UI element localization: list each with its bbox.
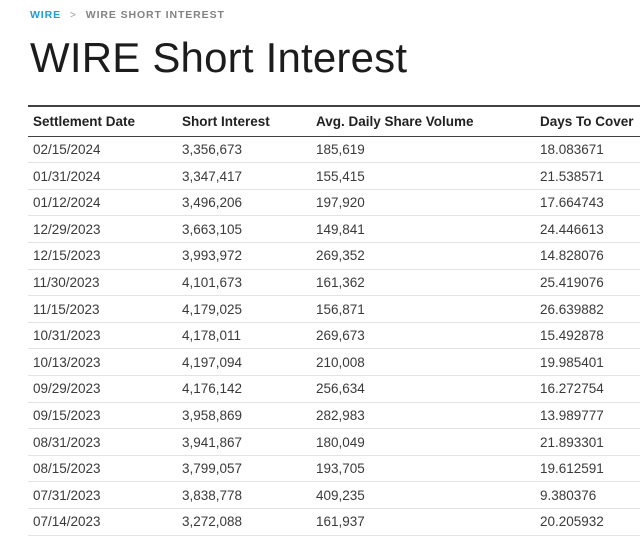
cell-days-to-cover: 17.664743 bbox=[535, 189, 640, 217]
cell-settlement-date: 01/31/2024 bbox=[28, 162, 177, 190]
short-interest-table: Settlement Date Short Interest Avg. Dail… bbox=[28, 105, 640, 536]
table-row: 08/31/2023 3,941,867 180,049 21.893301 bbox=[28, 428, 640, 456]
cell-short-interest: 3,496,206 bbox=[177, 189, 311, 217]
cell-settlement-date: 11/30/2023 bbox=[28, 269, 177, 297]
cell-settlement-date: 01/12/2024 bbox=[28, 189, 177, 217]
cell-short-interest: 4,176,142 bbox=[177, 375, 311, 403]
table-header-row: Settlement Date Short Interest Avg. Dail… bbox=[28, 105, 640, 137]
cell-settlement-date: 08/31/2023 bbox=[28, 428, 177, 456]
table-row: 10/31/2023 4,178,011 269,673 15.492878 bbox=[28, 322, 640, 350]
cell-days-to-cover: 19.612591 bbox=[535, 455, 640, 483]
cell-short-interest: 3,993,972 bbox=[177, 242, 311, 270]
cell-avg-daily-share-volume: 161,362 bbox=[311, 269, 535, 297]
table-row: 12/15/2023 3,993,972 269,352 14.828076 bbox=[28, 242, 640, 270]
cell-days-to-cover: 21.893301 bbox=[535, 428, 640, 456]
cell-settlement-date: 09/15/2023 bbox=[28, 402, 177, 430]
breadcrumb-current: WIRE SHORT INTEREST bbox=[85, 9, 225, 21]
cell-avg-daily-share-volume: 282,983 bbox=[311, 402, 535, 430]
cell-avg-daily-share-volume: 409,235 bbox=[311, 481, 535, 509]
cell-settlement-date: 02/15/2024 bbox=[28, 136, 177, 164]
cell-settlement-date: 11/15/2023 bbox=[28, 295, 177, 323]
cell-avg-daily-share-volume: 155,415 bbox=[311, 162, 535, 190]
table-row: 02/15/2024 3,356,673 185,619 18.083671 bbox=[28, 136, 640, 164]
column-header-avg-daily-share-volume: Avg. Daily Share Volume bbox=[311, 105, 535, 137]
cell-days-to-cover: 9.380376 bbox=[535, 481, 640, 509]
cell-settlement-date: 10/13/2023 bbox=[28, 348, 177, 377]
page-title: WIRE Short Interest bbox=[30, 34, 408, 81]
table-row: 01/31/2024 3,347,417 155,415 21.538571 bbox=[28, 162, 640, 190]
cell-days-to-cover: 14.828076 bbox=[535, 242, 640, 270]
cell-short-interest: 3,799,057 bbox=[177, 455, 311, 483]
table-row: 01/12/2024 3,496,206 197,920 17.664743 bbox=[28, 189, 640, 217]
cell-days-to-cover: 18.083671 bbox=[535, 136, 640, 164]
table-row: 07/14/2023 3,272,088 161,937 20.205932 bbox=[28, 508, 640, 536]
cell-days-to-cover: 13.989777 bbox=[535, 402, 640, 430]
cell-avg-daily-share-volume: 180,049 bbox=[311, 428, 535, 456]
cell-settlement-date: 08/15/2023 bbox=[28, 455, 177, 483]
table-row: 10/13/2023 4,197,094 210,008 19.985401 bbox=[28, 348, 640, 377]
cell-short-interest: 3,663,105 bbox=[177, 215, 311, 244]
cell-avg-daily-share-volume: 269,352 bbox=[311, 242, 535, 270]
cell-short-interest: 3,838,778 bbox=[177, 481, 311, 509]
cell-days-to-cover: 15.492878 bbox=[535, 322, 640, 350]
cell-settlement-date: 12/29/2023 bbox=[28, 215, 177, 244]
cell-avg-daily-share-volume: 149,841 bbox=[311, 215, 535, 244]
cell-short-interest: 3,272,088 bbox=[177, 508, 311, 536]
cell-short-interest: 3,941,867 bbox=[177, 428, 311, 456]
table-row: 08/15/2023 3,799,057 193,705 19.612591 bbox=[28, 455, 640, 483]
cell-short-interest: 3,958,869 bbox=[177, 402, 311, 430]
table-row: 11/30/2023 4,101,673 161,362 25.419076 bbox=[28, 269, 640, 297]
cell-short-interest: 4,197,094 bbox=[177, 348, 311, 377]
cell-avg-daily-share-volume: 210,008 bbox=[311, 348, 535, 377]
cell-days-to-cover: 25.419076 bbox=[535, 269, 640, 297]
cell-avg-daily-share-volume: 269,673 bbox=[311, 322, 535, 350]
cell-settlement-date: 10/31/2023 bbox=[28, 322, 177, 350]
cell-avg-daily-share-volume: 197,920 bbox=[311, 189, 535, 217]
table-row: 07/31/2023 3,838,778 409,235 9.380376 bbox=[28, 481, 640, 509]
cell-days-to-cover: 21.538571 bbox=[535, 162, 640, 190]
cell-short-interest: 4,178,011 bbox=[177, 322, 311, 350]
cell-days-to-cover: 24.446613 bbox=[535, 215, 640, 244]
cell-avg-daily-share-volume: 185,619 bbox=[311, 136, 535, 164]
cell-settlement-date: 07/31/2023 bbox=[28, 481, 177, 509]
cell-short-interest: 4,179,025 bbox=[177, 295, 311, 323]
cell-days-to-cover: 16.272754 bbox=[535, 375, 640, 403]
cell-avg-daily-share-volume: 256,634 bbox=[311, 375, 535, 403]
cell-short-interest: 4,101,673 bbox=[177, 269, 311, 297]
table-row: 12/29/2023 3,663,105 149,841 24.446613 bbox=[28, 215, 640, 244]
cell-settlement-date: 07/14/2023 bbox=[28, 508, 177, 536]
column-header-short-interest: Short Interest bbox=[177, 105, 311, 137]
chevron-right-icon: > bbox=[70, 10, 77, 21]
cell-avg-daily-share-volume: 161,937 bbox=[311, 508, 535, 536]
column-header-settlement-date: Settlement Date bbox=[28, 105, 177, 137]
cell-short-interest: 3,356,673 bbox=[177, 136, 311, 164]
table-row: 09/29/2023 4,176,142 256,634 16.272754 bbox=[28, 375, 640, 403]
table-row: 11/15/2023 4,179,025 156,871 26.639882 bbox=[28, 295, 640, 323]
cell-settlement-date: 09/29/2023 bbox=[28, 375, 177, 403]
breadcrumb-link-wire[interactable]: WIRE bbox=[30, 9, 62, 21]
column-header-days-to-cover: Days To Cover bbox=[535, 105, 640, 137]
cell-avg-daily-share-volume: 156,871 bbox=[311, 295, 535, 323]
breadcrumb: WIRE > WIRE SHORT INTEREST bbox=[30, 9, 640, 22]
cell-avg-daily-share-volume: 193,705 bbox=[311, 455, 535, 483]
cell-days-to-cover: 20.205932 bbox=[535, 508, 640, 536]
cell-days-to-cover: 19.985401 bbox=[535, 348, 640, 377]
cell-short-interest: 3,347,417 bbox=[177, 162, 311, 190]
cell-settlement-date: 12/15/2023 bbox=[28, 242, 177, 270]
cell-days-to-cover: 26.639882 bbox=[535, 295, 640, 323]
table-row: 09/15/2023 3,958,869 282,983 13.989777 bbox=[28, 402, 640, 430]
